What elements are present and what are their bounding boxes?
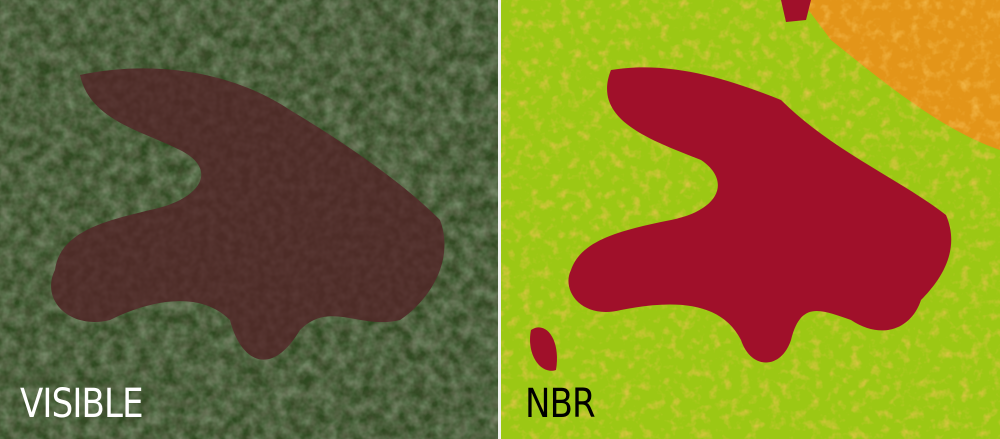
nbr-panel: NBR <box>501 0 1000 439</box>
divider <box>498 0 501 439</box>
visible-label: VISIBLE <box>20 381 144 427</box>
visible-panel: VISIBLE <box>0 0 498 439</box>
severe-burn-area <box>568 67 952 363</box>
nbr-label: NBR <box>525 381 596 427</box>
nbr-index-map <box>501 0 1000 439</box>
visible-satellite-image <box>0 0 498 439</box>
